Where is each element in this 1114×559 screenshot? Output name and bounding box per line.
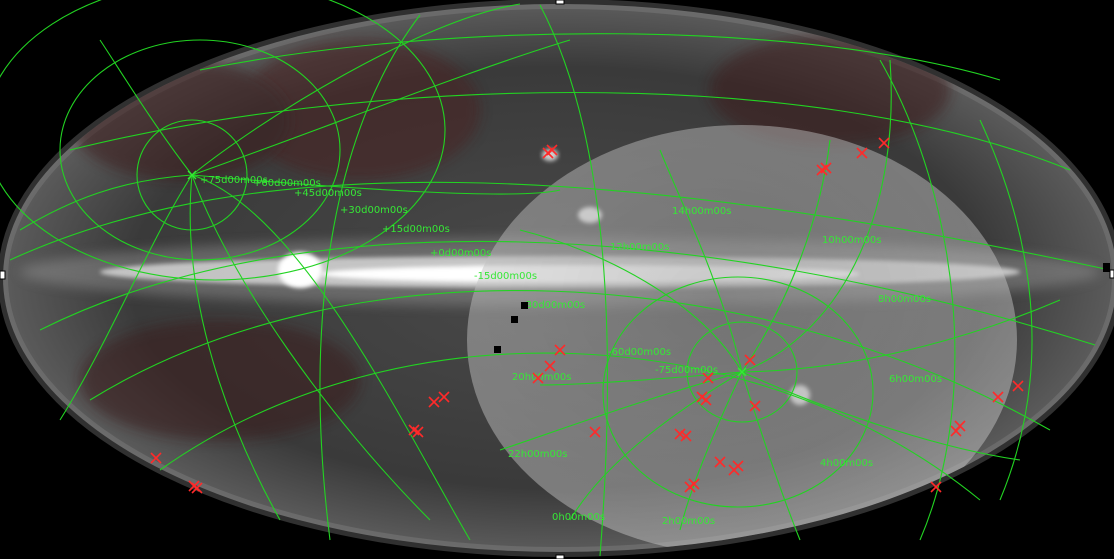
red-x-icon[interactable] bbox=[820, 162, 832, 174]
overlay-disk bbox=[467, 125, 1017, 552]
red-x-icon[interactable] bbox=[688, 478, 700, 490]
black-square-icon bbox=[511, 316, 518, 323]
south-pole-icon bbox=[737, 367, 747, 377]
dec-label: -60d00m00s bbox=[608, 347, 671, 358]
ra-label: 6h00m00s bbox=[889, 374, 942, 385]
right-ascension-labels: 14h00m00s 12h00m00s 10h00m00s 8h00m00s 6… bbox=[508, 206, 942, 527]
red-x-icon[interactable] bbox=[532, 372, 544, 384]
red-x-icon[interactable] bbox=[428, 396, 440, 408]
red-x-icon[interactable] bbox=[856, 147, 868, 159]
ra-label: 22h00m00s bbox=[508, 449, 567, 460]
ra-label: 2h00m00s bbox=[662, 516, 715, 527]
dec-label: +30d00m00s bbox=[340, 205, 408, 216]
red-x-icon[interactable] bbox=[438, 391, 450, 403]
red-x-icon[interactable] bbox=[589, 426, 601, 438]
pole-markers bbox=[187, 170, 747, 377]
red-x-icon[interactable] bbox=[546, 144, 558, 156]
red-x-icon[interactable] bbox=[930, 481, 942, 493]
red-x-icon[interactable] bbox=[702, 372, 714, 384]
source-markers[interactable] bbox=[150, 137, 1024, 494]
dec-label: +0d00m00s bbox=[430, 248, 492, 259]
red-x-icon[interactable] bbox=[749, 400, 761, 412]
black-square-icon bbox=[521, 302, 528, 309]
north-pole-icon bbox=[187, 170, 197, 180]
red-x-icon[interactable] bbox=[191, 482, 203, 494]
red-x-icon[interactable] bbox=[674, 428, 686, 440]
black-square-icon bbox=[1103, 263, 1110, 272]
dec-label: +45d00m00s bbox=[294, 188, 362, 199]
ra-label: 12h00m00s bbox=[610, 242, 669, 253]
red-x-icon[interactable] bbox=[714, 456, 726, 468]
red-x-icon[interactable] bbox=[744, 354, 756, 366]
dec-label: +15d00m00s bbox=[382, 224, 450, 235]
dec-label: -30d00m00s bbox=[522, 300, 585, 311]
ra-label: 20h00m00s bbox=[512, 372, 571, 383]
resize-handle[interactable] bbox=[0, 270, 6, 280]
red-x-icon[interactable] bbox=[150, 452, 162, 464]
declination-labels: +75d00m00s +60d00m00s +45d00m00s +30d00m… bbox=[200, 175, 718, 376]
ra-label: 4h00m00s bbox=[820, 458, 873, 469]
resize-handle[interactable] bbox=[1109, 269, 1114, 279]
red-x-icon[interactable] bbox=[700, 394, 712, 406]
dec-label: +75d00m00s bbox=[200, 175, 268, 186]
red-x-icon[interactable] bbox=[732, 460, 744, 472]
red-x-icon[interactable] bbox=[992, 391, 1004, 403]
ra-label: 14h00m00s bbox=[672, 206, 731, 217]
dec-label: +60d00m00s bbox=[253, 178, 321, 189]
red-x-icon[interactable] bbox=[1012, 380, 1024, 392]
black-square-icon bbox=[494, 346, 501, 353]
resize-handle[interactable] bbox=[555, 554, 565, 559]
red-x-icon[interactable] bbox=[554, 344, 566, 356]
dec-label: -75d00m00s bbox=[655, 365, 718, 376]
red-x-icon[interactable] bbox=[544, 360, 556, 372]
red-x-icon[interactable] bbox=[680, 430, 692, 442]
ra-label: 10h00m00s bbox=[822, 235, 881, 246]
red-x-icon[interactable] bbox=[878, 137, 890, 149]
red-x-icon[interactable] bbox=[950, 425, 962, 437]
dec-label: -15d00m00s bbox=[474, 271, 537, 282]
red-x-icon[interactable] bbox=[412, 426, 424, 438]
ra-label: 8h00m00s bbox=[878, 294, 931, 305]
black-squares bbox=[494, 263, 1110, 353]
ra-label: 0h00m00s bbox=[552, 512, 605, 523]
resize-handle[interactable] bbox=[555, 0, 565, 5]
